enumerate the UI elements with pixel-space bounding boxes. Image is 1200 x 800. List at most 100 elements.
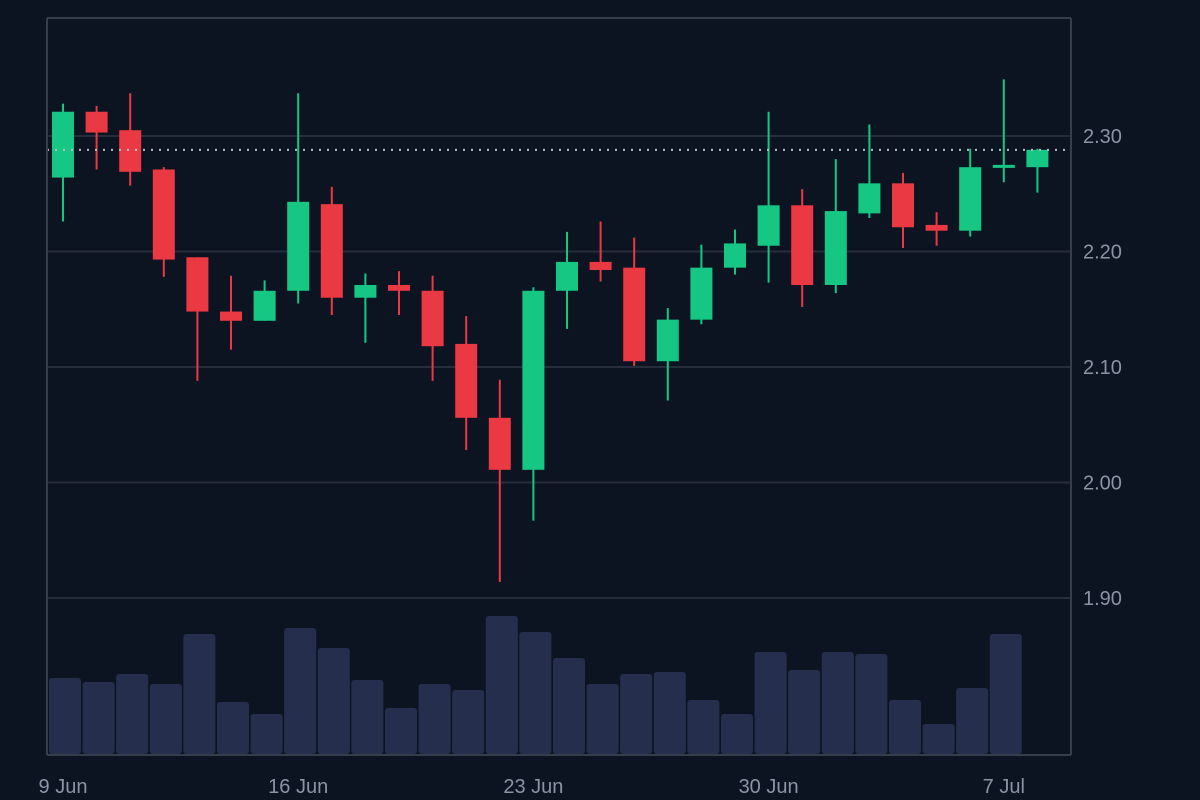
- volume-bar: [586, 684, 619, 754]
- candle[interactable]: [892, 172, 914, 249]
- candle[interactable]: [992, 79, 1015, 183]
- candle[interactable]: [522, 287, 545, 521]
- volume-bar: [989, 634, 1022, 754]
- candle-body: [421, 290, 444, 347]
- y-tick-label: 1.90: [1083, 588, 1122, 610]
- volume-bar: [250, 714, 283, 754]
- x-tick-label: 30 Jun: [739, 776, 799, 798]
- candle[interactable]: [220, 275, 242, 350]
- volume-bar: [956, 688, 989, 754]
- candle[interactable]: [152, 167, 175, 277]
- volume-bar: [519, 632, 552, 754]
- candle-body: [354, 284, 377, 298]
- volume-bar: [721, 714, 753, 754]
- candle-body: [320, 204, 343, 298]
- candle-body: [757, 205, 780, 246]
- y-tick-label: 2.10: [1083, 357, 1122, 379]
- volume-bar: [351, 680, 384, 754]
- price-gridlines: [47, 135, 1071, 599]
- volume-bar: [754, 652, 787, 754]
- candle-body: [388, 284, 410, 291]
- volume-bar: [116, 674, 149, 754]
- candle[interactable]: [488, 379, 511, 582]
- candle-body: [253, 290, 276, 321]
- candle[interactable]: [757, 111, 780, 283]
- candle-body: [488, 417, 511, 470]
- x-tick-label: 9 Jun: [39, 776, 88, 798]
- candle-body: [186, 257, 209, 312]
- volume-bar: [418, 684, 451, 754]
- candle-body: [556, 261, 578, 291]
- candle-body: [52, 111, 74, 178]
- candle[interactable]: [724, 229, 746, 275]
- plot-frame: [46, 17, 1072, 756]
- candle[interactable]: [85, 105, 108, 170]
- candle[interactable]: [556, 231, 578, 329]
- volume-bar: [284, 628, 317, 754]
- volume-bar: [653, 672, 686, 754]
- y-tick-label: 2.20: [1083, 242, 1122, 264]
- candle[interactable]: [1026, 148, 1049, 193]
- candle-body: [925, 224, 948, 231]
- x-tick-label: 23 Jun: [503, 776, 563, 798]
- candle[interactable]: [959, 148, 982, 237]
- candle-body: [85, 111, 108, 133]
- volume-bar: [183, 634, 216, 754]
- volume-bar: [385, 708, 417, 754]
- candle-body: [623, 267, 646, 362]
- volume-bar: [553, 658, 585, 754]
- candle[interactable]: [925, 212, 948, 246]
- candle[interactable]: [455, 316, 478, 451]
- candle-body: [992, 164, 1015, 168]
- volume-bar: [82, 682, 115, 754]
- x-tick-label: 16 Jun: [268, 776, 328, 798]
- volume-bar: [687, 700, 720, 754]
- volume-bars: [49, 616, 1022, 754]
- candle[interactable]: [320, 186, 343, 316]
- candle[interactable]: [52, 103, 74, 222]
- volume-bar: [922, 724, 955, 754]
- volume-bar: [788, 670, 821, 754]
- volume-bar: [149, 684, 182, 754]
- candle-body: [892, 183, 914, 228]
- volume-bar: [620, 674, 653, 754]
- candle-body: [791, 205, 814, 285]
- candle[interactable]: [656, 308, 679, 401]
- candle-body: [220, 311, 242, 321]
- y-tick-label: 2.30: [1083, 126, 1122, 148]
- candle-body: [287, 201, 310, 291]
- volume-bar: [855, 654, 888, 754]
- candle[interactable]: [623, 237, 646, 366]
- candle-body: [119, 130, 142, 172]
- x-axis: 9 Jun 16 Jun 23 Jun 30 Jun 7 Jul: [39, 776, 1025, 798]
- candle[interactable]: [824, 159, 847, 294]
- volume-bar: [317, 648, 350, 754]
- volume-bar: [217, 702, 249, 754]
- candle[interactable]: [186, 257, 209, 381]
- volume-bar: [485, 616, 518, 754]
- candle-body: [724, 243, 746, 268]
- candles: [52, 79, 1049, 582]
- candle-body: [455, 343, 478, 418]
- candle[interactable]: [253, 280, 276, 321]
- candle-body: [152, 169, 175, 260]
- candle[interactable]: [421, 275, 444, 381]
- y-tick-label: 2.00: [1083, 473, 1122, 495]
- volume-bar: [821, 652, 854, 754]
- candle[interactable]: [388, 271, 410, 316]
- y-axis: 2.30 2.20 2.10 2.00 1.90: [1083, 126, 1122, 610]
- candle[interactable]: [791, 189, 814, 307]
- candle-body: [1026, 149, 1049, 168]
- volume-bar: [452, 690, 485, 754]
- candle-body: [959, 167, 982, 231]
- candle[interactable]: [858, 124, 881, 219]
- candle[interactable]: [354, 273, 377, 343]
- candle[interactable]: [119, 93, 142, 186]
- candle-body: [589, 261, 612, 270]
- candle[interactable]: [287, 93, 310, 304]
- candle-body: [656, 319, 679, 362]
- volume-bar: [49, 678, 81, 754]
- candle[interactable]: [690, 244, 713, 325]
- candle[interactable]: [589, 221, 612, 282]
